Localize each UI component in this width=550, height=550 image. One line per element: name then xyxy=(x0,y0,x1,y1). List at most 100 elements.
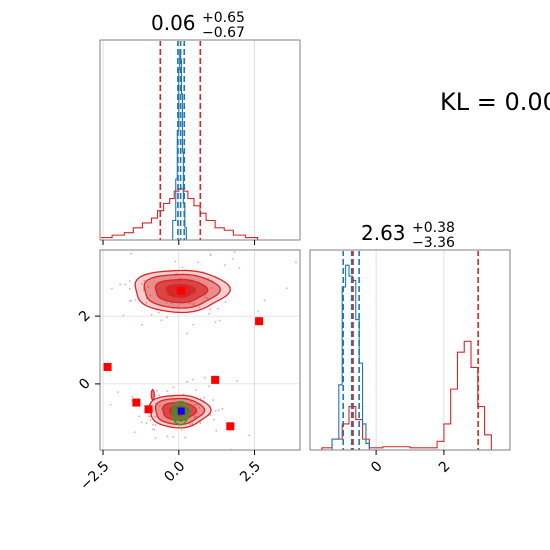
scatter-point xyxy=(160,319,163,322)
scatter-point xyxy=(208,313,211,315)
scatter-point xyxy=(203,376,206,379)
scatter-point xyxy=(207,385,210,388)
kl-annotation: KL = 0.00 xyxy=(440,88,550,116)
x-tick-label: 0 xyxy=(368,458,386,476)
scatter-point xyxy=(362,282,364,284)
marginal-y-title-lower: −3.36 xyxy=(412,235,455,251)
scatter-point xyxy=(210,287,213,289)
scatter-point xyxy=(166,316,168,319)
scatter-point xyxy=(128,280,131,282)
scatter-point xyxy=(119,283,122,286)
scatter-point xyxy=(186,332,188,335)
scatter-point xyxy=(192,323,195,326)
joint-frame xyxy=(99,249,301,451)
scatter-point xyxy=(214,321,217,324)
scatter-point xyxy=(261,243,263,245)
scatter-point xyxy=(209,414,212,417)
marginal-x-title-upper: +0.65 xyxy=(202,10,245,26)
scatter-point xyxy=(193,416,196,419)
scatter-point xyxy=(180,277,182,280)
scatter-point xyxy=(236,380,239,382)
scatter-point xyxy=(209,253,212,256)
scatter-point xyxy=(91,254,93,256)
scatter-point xyxy=(149,419,152,421)
scatter-point xyxy=(166,435,169,438)
scatter-point xyxy=(221,407,224,410)
scatter-point xyxy=(155,390,158,392)
scatter-point xyxy=(152,423,155,426)
scatter-point xyxy=(109,403,112,406)
kl-annotation-box: KL = 0.00 xyxy=(440,88,550,116)
scatter-point xyxy=(195,415,197,418)
scatter-point xyxy=(153,428,156,431)
red-square-marker xyxy=(226,422,235,431)
marginal-x-title-value: 0.06 xyxy=(151,11,196,35)
scatter-point xyxy=(198,406,200,409)
scatter-point xyxy=(257,310,260,313)
histogram-red xyxy=(321,340,492,450)
scatter-point xyxy=(197,261,200,264)
red-square-marker xyxy=(103,362,112,371)
joint-panel: −2.5 0.0 2.5 02 xyxy=(76,229,364,494)
blue-square-marker xyxy=(177,407,185,415)
red-square-marker xyxy=(132,398,141,407)
red-square-marker xyxy=(144,405,153,414)
marginal-y-title-value: 2.63 xyxy=(361,221,406,245)
x-tick-label: 2 xyxy=(436,458,454,476)
scatter-point xyxy=(204,296,206,299)
scatter-point xyxy=(83,229,85,231)
contour-green xyxy=(171,400,191,426)
marginal-x-quantile-lines xyxy=(159,41,202,240)
red-square-marker xyxy=(177,286,186,295)
scatter-point xyxy=(128,287,131,290)
scatter-point xyxy=(192,302,195,305)
scatter-point xyxy=(188,302,191,305)
marginal-x-panel: 0.06 +0.65 −0.67 xyxy=(99,10,301,245)
scatter-point xyxy=(166,390,169,393)
scatter-point xyxy=(154,424,157,427)
histogram-blue xyxy=(331,264,370,450)
marginal-y-ticks xyxy=(375,450,445,455)
scatter-point xyxy=(286,287,288,290)
scatter-point xyxy=(193,415,196,417)
scatter-point xyxy=(165,301,168,304)
scatter-point xyxy=(122,314,125,317)
scatter-point xyxy=(134,298,137,301)
scatter-point xyxy=(196,403,198,406)
scatter-point xyxy=(233,251,236,254)
scatter-point xyxy=(218,319,221,322)
scatter-point xyxy=(198,306,201,309)
scatter-point xyxy=(150,314,153,316)
scatter-point xyxy=(130,299,133,302)
marginal-y-grid xyxy=(375,250,445,450)
x-tick-label: 2.5 xyxy=(237,458,264,485)
scatter-point xyxy=(145,422,148,425)
scatter-point xyxy=(184,436,187,439)
contour-red xyxy=(150,389,155,401)
scatter-point xyxy=(191,378,194,381)
scatter-point xyxy=(170,302,173,305)
scatter-point xyxy=(174,260,177,263)
scatter-point xyxy=(140,282,143,285)
red-square-marker xyxy=(255,317,264,326)
scatter-point xyxy=(212,418,215,421)
scatter-point xyxy=(147,286,150,288)
scatter-point xyxy=(140,421,143,424)
scatter-point xyxy=(194,388,197,391)
scatter-point xyxy=(191,423,194,425)
joint-ticks xyxy=(95,315,256,455)
scatter-point xyxy=(124,283,126,286)
contour-green xyxy=(174,404,188,422)
scatter-point xyxy=(175,272,178,275)
scatter-point xyxy=(224,301,227,303)
marginal-x-ticks xyxy=(102,240,256,245)
scatter-point xyxy=(199,422,202,425)
scatter-point xyxy=(147,415,150,418)
scatter-point xyxy=(192,303,195,306)
marginal-y-frame xyxy=(309,249,511,451)
scatter-point xyxy=(214,409,217,412)
scatter-point xyxy=(181,266,184,269)
scatter-point xyxy=(145,301,148,304)
scatter-point xyxy=(206,297,209,299)
scatter-point xyxy=(172,386,175,389)
